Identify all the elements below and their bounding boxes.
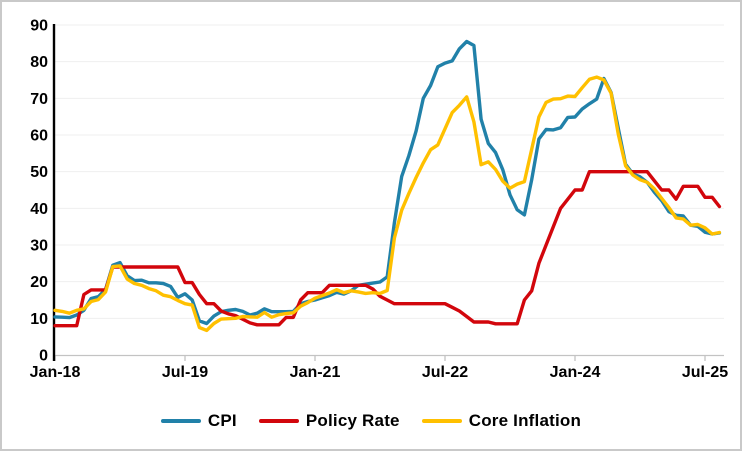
y-axis-label: 70 xyxy=(30,91,48,108)
y-axis-label: 20 xyxy=(30,274,48,291)
y-axis-label: 90 xyxy=(30,18,48,35)
line-chart: Jan-18 Jul-19 Jan-21 Jul-22 Jan-24 Jul-25 0 10 2… xyxy=(30,18,729,382)
legend-label-cpi: CPI xyxy=(207,411,237,430)
x-axis-label: Jan-21 xyxy=(290,364,341,381)
legend-label-core-inflation: Core Inflation xyxy=(468,411,582,430)
x-axis-label: Jan-18 xyxy=(30,364,81,381)
legend-label-policy-rate: Policy Rate xyxy=(305,411,400,430)
x-axis-label: Jan-24 xyxy=(550,364,601,381)
legend-item-policy-rate: Policy Rate xyxy=(258,411,400,431)
y-axis-label: 0 xyxy=(39,348,48,365)
legend-item-core-inflation: Core Inflation xyxy=(421,411,582,431)
x-axis-label: Jul-25 xyxy=(682,364,728,381)
y-axis-label: 10 xyxy=(30,311,48,328)
y-axis-label: 80 xyxy=(30,54,48,71)
series-line-policy-rate xyxy=(53,169,722,328)
y-axis-label: 60 xyxy=(30,128,48,145)
chart-legend: CPI Policy Rate Core Inflation xyxy=(2,408,740,434)
policy-rate-line-swatch xyxy=(258,418,299,424)
legend-item-cpi: CPI xyxy=(160,411,237,431)
y-axis-label: 30 xyxy=(30,238,48,255)
core-inflation-line-swatch xyxy=(421,418,462,424)
x-axis-label: Jul-19 xyxy=(162,364,208,381)
y-axis-label: 40 xyxy=(30,201,48,218)
cpi-line-swatch xyxy=(160,418,201,424)
x-axis-label: Jul-22 xyxy=(422,364,468,381)
y-axis-label: 50 xyxy=(30,164,48,181)
series-line-core-inflation xyxy=(53,75,722,333)
